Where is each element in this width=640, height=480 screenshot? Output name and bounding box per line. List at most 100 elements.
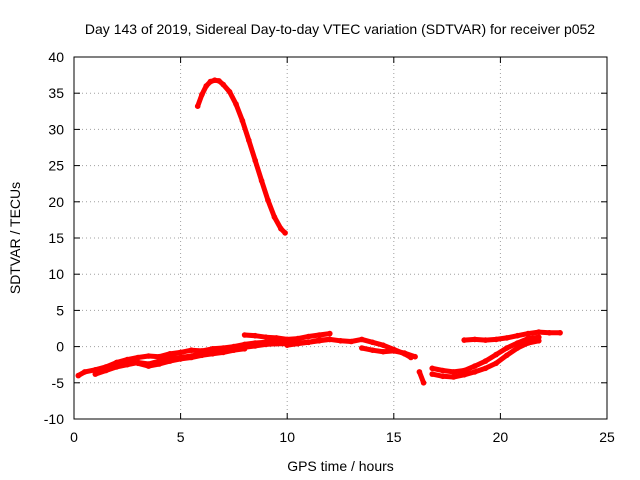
data-point xyxy=(305,339,312,346)
data-point xyxy=(440,373,446,380)
data-point xyxy=(472,363,478,369)
data-point xyxy=(461,367,468,374)
data-point xyxy=(188,354,195,361)
data-point xyxy=(233,101,239,107)
data-point xyxy=(135,360,141,367)
x-tick-label: 10 xyxy=(279,429,295,445)
data-point xyxy=(231,347,237,354)
y-tick-label: -10 xyxy=(44,411,64,427)
y-tick-label: 15 xyxy=(48,230,64,246)
data-point xyxy=(450,374,457,380)
data-point xyxy=(271,214,278,220)
data-point xyxy=(536,329,542,335)
data-point xyxy=(546,330,553,336)
data-point xyxy=(113,359,120,366)
data-point xyxy=(504,345,510,351)
data-point xyxy=(440,367,446,374)
data-point xyxy=(412,353,418,360)
data-point xyxy=(482,358,489,364)
data-point xyxy=(75,372,82,379)
data-point xyxy=(81,369,88,375)
data-point xyxy=(514,340,521,346)
axis-ticks: 0 5 10 15 20 25 -10 -5 0 5 10 15 20 25 30 35 40 xyxy=(44,49,615,445)
data-point xyxy=(263,341,269,348)
data-point xyxy=(525,330,531,337)
x-tick-label: 25 xyxy=(599,429,615,445)
data-point xyxy=(239,117,246,124)
data-point xyxy=(273,340,280,347)
data-point xyxy=(536,334,542,341)
data-point xyxy=(124,358,131,364)
data-point xyxy=(327,336,333,343)
data-point xyxy=(369,347,376,354)
y-tick-label: 25 xyxy=(48,158,64,174)
data-point xyxy=(482,337,489,343)
data-point xyxy=(348,338,355,345)
data-point xyxy=(284,336,291,343)
data-layer xyxy=(75,77,563,386)
data-point xyxy=(504,352,510,359)
data-point xyxy=(135,354,141,361)
data-point xyxy=(504,335,510,341)
data-point xyxy=(416,369,423,375)
y-tick-label: 40 xyxy=(48,49,64,65)
data-point xyxy=(199,91,205,98)
data-point xyxy=(252,343,258,349)
data-point xyxy=(359,336,365,343)
data-point xyxy=(472,336,478,343)
data-point xyxy=(203,83,209,89)
data-point xyxy=(220,349,226,356)
data-point xyxy=(226,89,233,95)
data-point xyxy=(199,352,205,359)
data-point xyxy=(295,340,301,347)
data-point xyxy=(265,197,271,204)
data-point xyxy=(113,364,120,370)
data-point xyxy=(207,78,214,85)
data-point xyxy=(514,345,521,351)
data-point xyxy=(263,334,269,341)
data-point xyxy=(241,332,248,338)
data-point xyxy=(156,353,163,360)
x-tick-label: 0 xyxy=(70,429,78,445)
data-point xyxy=(472,369,478,375)
data-point xyxy=(461,372,468,378)
y-axis-label: SDTVAR / TECUs xyxy=(7,182,23,294)
data-point xyxy=(337,338,344,344)
data-point xyxy=(525,335,531,342)
series-line-0 xyxy=(195,77,288,236)
data-point xyxy=(391,348,397,354)
chart-title: Day 143 of 2019, Sidereal Day-to-day VTE… xyxy=(85,21,595,37)
data-point xyxy=(284,342,291,349)
x-tick-label: 5 xyxy=(177,429,185,445)
data-point xyxy=(188,347,195,354)
data-point xyxy=(493,351,499,358)
data-point xyxy=(493,336,499,343)
data-point xyxy=(167,351,173,357)
data-point xyxy=(145,353,152,359)
data-point xyxy=(252,332,258,339)
data-point xyxy=(211,77,218,83)
data-point xyxy=(420,380,427,386)
data-point xyxy=(252,157,258,164)
data-point xyxy=(380,342,386,349)
data-point xyxy=(295,335,301,342)
gridlines xyxy=(74,57,607,419)
data-point xyxy=(273,335,280,341)
data-point xyxy=(177,349,184,356)
data-point xyxy=(429,365,436,372)
data-point xyxy=(557,330,563,336)
x-axis-label: GPS time / hours xyxy=(287,458,394,474)
data-point xyxy=(305,333,312,340)
y-tick-label: 30 xyxy=(48,121,64,137)
data-point xyxy=(209,351,216,357)
data-point xyxy=(167,358,173,364)
data-point xyxy=(316,332,323,338)
data-point xyxy=(514,332,521,339)
data-point xyxy=(258,178,265,184)
data-point xyxy=(92,371,99,377)
data-point xyxy=(380,348,386,355)
data-point xyxy=(216,78,222,84)
data-point xyxy=(359,345,365,351)
data-point xyxy=(177,356,184,362)
